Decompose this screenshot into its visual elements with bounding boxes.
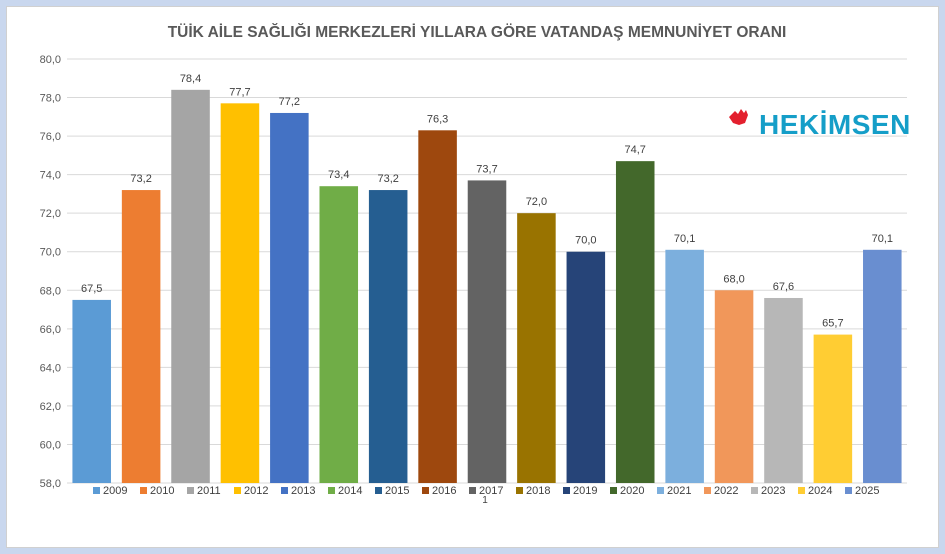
hekimsen-logo: HEKİMSEN (719, 99, 919, 155)
legend-label-2017: 2017 (479, 485, 503, 497)
legend-swatch-2014 (328, 487, 335, 494)
legend-swatch-2024 (798, 487, 805, 494)
data-label-2020: 74,7 (625, 144, 646, 156)
legend-label-2015: 2015 (385, 485, 409, 497)
data-label-2017: 73,7 (476, 163, 497, 175)
bar-2011 (171, 89, 210, 483)
data-label-2023: 67,6 (773, 281, 794, 293)
y-axis: 58,0 60,0 62,0 64,0 66,0 68,0 70,0 72,0 74,0 76,0… (40, 54, 61, 490)
legend-label-2009: 2009 (103, 485, 127, 497)
bar-2024 (813, 334, 853, 483)
legend-swatch-2012 (234, 487, 241, 494)
legend-label-2014: 2014 (338, 485, 362, 497)
crescent-hand-icon (725, 103, 749, 151)
chart-title: TÜİK AİLE SAĞLIĞI MERKEZLERİ YILLARA GÖR… (168, 23, 787, 41)
bar-2022 (714, 290, 754, 483)
bar-2014 (319, 186, 359, 483)
data-label-2025: 70,1 (872, 233, 893, 245)
bar-chart: TÜİK AİLE SAĞLIĞI MERKEZLERİ YILLARA GÖR… (40, 23, 907, 506)
legend-label-2019: 2019 (573, 485, 597, 497)
bar-2017 (467, 180, 507, 483)
data-label-2018: 72,0 (526, 196, 547, 208)
logo-text: HEKİMSEN (759, 109, 911, 140)
y-tick-label: 78,0 (40, 93, 61, 105)
legend-swatch-2013 (281, 487, 288, 494)
data-label-2013: 77,2 (279, 96, 300, 108)
legend-label-2024: 2024 (808, 485, 832, 497)
y-tick-label: 80,0 (40, 54, 61, 66)
legend: 2009 2010 2011 2012 2013 2014 2015 2016 2017 2018… (93, 485, 879, 497)
data-label-2009: 67,5 (81, 283, 102, 295)
legend-label-2018: 2018 (526, 485, 550, 497)
legend-swatch-2010 (140, 487, 147, 494)
y-tick-label: 70,0 (40, 247, 61, 259)
y-tick-label: 60,0 (40, 439, 61, 451)
data-label-2016: 76,3 (427, 113, 448, 125)
legend-swatch-2015 (375, 487, 382, 494)
y-tick-label: 68,0 (40, 285, 61, 297)
legend-label-2023: 2023 (761, 485, 785, 497)
bar-2021 (665, 249, 704, 483)
bar-2016 (418, 130, 457, 483)
bars (72, 89, 902, 484)
bar-2013 (270, 112, 309, 484)
legend-swatch-2023 (751, 487, 758, 494)
y-tick-label: 72,0 (40, 208, 61, 220)
data-label-2019: 70,0 (575, 235, 596, 247)
data-label-2011: 78,4 (180, 73, 201, 85)
data-label-2021: 70,1 (674, 233, 695, 245)
legend-label-2021: 2021 (667, 485, 691, 497)
bar-2025 (863, 249, 902, 483)
bar-2012 (220, 103, 260, 483)
data-label-2024: 65,7 (822, 318, 843, 330)
data-label-2015: 73,2 (377, 173, 398, 185)
legend-swatch-2011 (187, 487, 194, 494)
legend-swatch-2019 (563, 487, 570, 494)
bar-2015 (368, 190, 408, 483)
y-tick-label: 64,0 (40, 362, 61, 374)
bar-2019 (566, 251, 606, 483)
data-label-2012: 77,7 (229, 86, 250, 98)
data-label-2022: 68,0 (723, 273, 744, 285)
data-label-2014: 73,4 (328, 169, 349, 181)
legend-label-2022: 2022 (714, 485, 738, 497)
legend-label-2012: 2012 (244, 485, 268, 497)
footnote: 1 (482, 495, 488, 506)
legend-swatch-2025 (845, 487, 852, 494)
chart-frame: TÜİK AİLE SAĞLIĞI MERKEZLERİ YILLARA GÖR… (6, 6, 939, 548)
legend-swatch-2022 (704, 487, 711, 494)
bar-2023 (764, 297, 803, 483)
y-tick-label: 66,0 (40, 324, 61, 336)
legend-swatch-2016 (422, 487, 429, 494)
legend-label-2016: 2016 (432, 485, 456, 497)
legend-label-2025: 2025 (855, 485, 879, 497)
legend-label-2010: 2010 (150, 485, 174, 497)
legend-swatch-2021 (657, 487, 664, 494)
bar-2009 (72, 299, 111, 483)
data-labels: 67,5 73,2 78,4 77,7 77,2 73,4 73,2 76,3 73,7 72,0… (81, 73, 893, 330)
y-tick-label: 62,0 (40, 401, 61, 413)
bar-2018 (517, 213, 556, 483)
bar-2020 (615, 161, 655, 484)
legend-label-2013: 2013 (291, 485, 315, 497)
legend-swatch-2018 (516, 487, 523, 494)
y-tick-label: 76,0 (40, 131, 61, 143)
data-label-2010: 73,2 (130, 173, 151, 185)
bar-2010 (121, 190, 161, 483)
legend-swatch-2017 (469, 487, 476, 494)
y-tick-label: 74,0 (40, 170, 61, 182)
legend-swatch-2020 (610, 487, 617, 494)
legend-label-2011: 2011 (197, 485, 221, 497)
y-tick-label: 58,0 (40, 478, 61, 490)
legend-swatch-2009 (93, 487, 100, 494)
legend-label-2020: 2020 (620, 485, 644, 497)
